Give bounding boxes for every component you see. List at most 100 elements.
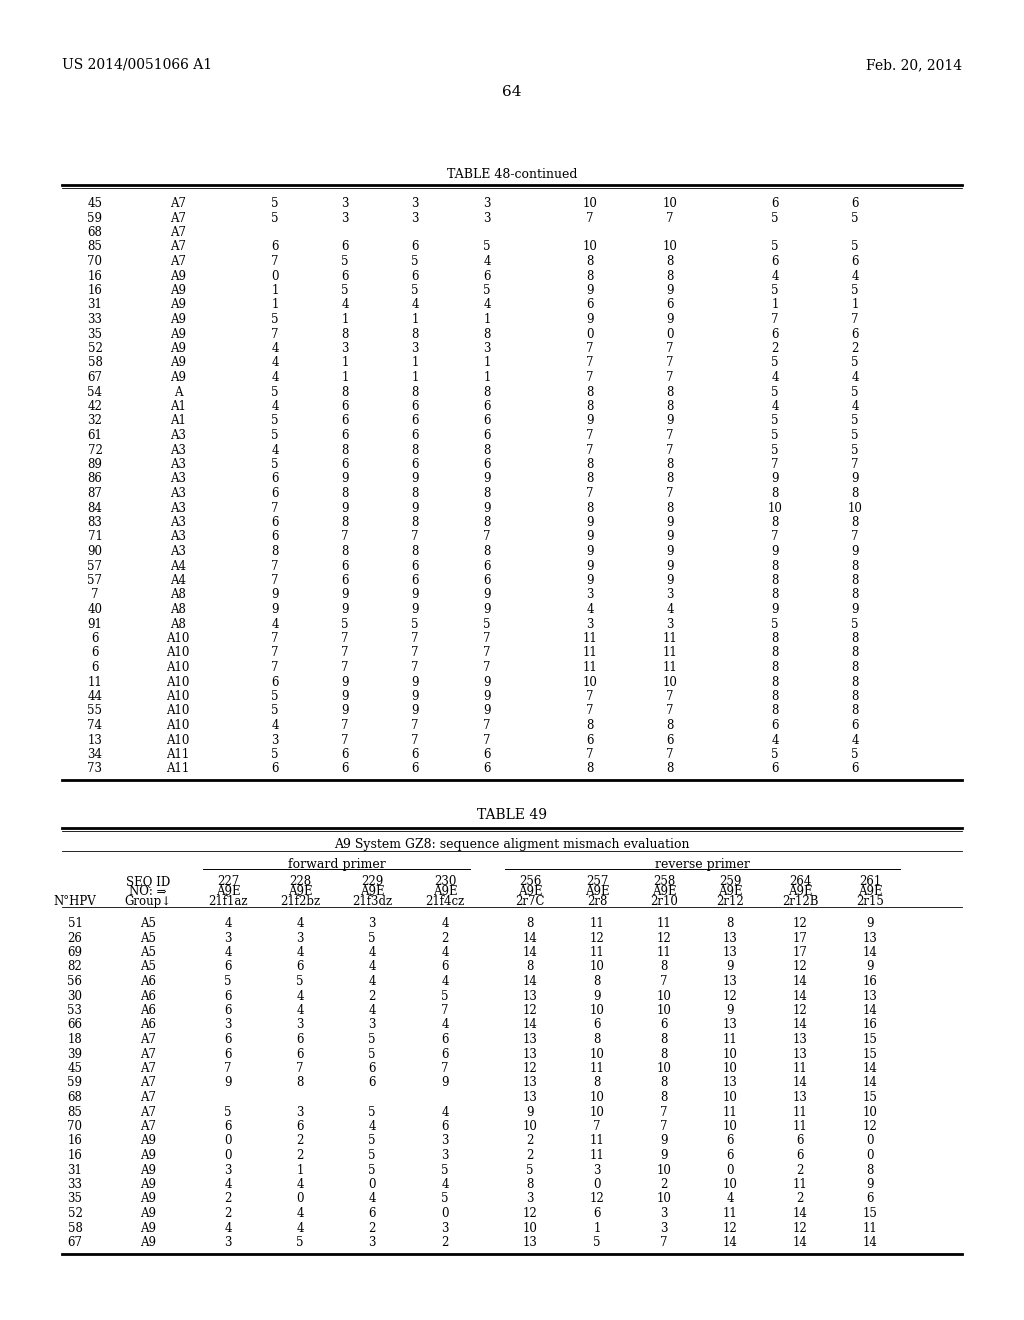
Text: 2r10: 2r10 (650, 895, 678, 908)
Text: 7: 7 (667, 429, 674, 442)
Text: 58: 58 (88, 356, 102, 370)
Text: 264: 264 (788, 875, 811, 888)
Text: 16: 16 (68, 1134, 83, 1147)
Text: 0: 0 (866, 1148, 873, 1162)
Text: 6: 6 (224, 961, 231, 974)
Text: 3: 3 (587, 589, 594, 602)
Text: 2r7C: 2r7C (515, 895, 545, 908)
Text: A9E: A9E (858, 884, 883, 898)
Text: 229: 229 (360, 875, 383, 888)
Text: 13: 13 (793, 1048, 808, 1060)
Text: 4: 4 (296, 917, 304, 931)
Text: 13: 13 (723, 1019, 737, 1031)
Text: 8: 8 (483, 516, 490, 529)
Text: A3: A3 (170, 531, 186, 544)
Text: 56: 56 (68, 975, 83, 987)
Text: A6: A6 (140, 1005, 156, 1016)
Text: A5: A5 (140, 917, 156, 931)
Text: 6: 6 (91, 632, 98, 645)
Text: 256: 256 (519, 875, 542, 888)
Text: 4: 4 (667, 603, 674, 616)
Text: A7: A7 (170, 240, 186, 253)
Text: 6: 6 (667, 298, 674, 312)
Text: 11: 11 (88, 676, 102, 689)
Text: 53: 53 (68, 1005, 83, 1016)
Text: 13: 13 (522, 1077, 538, 1089)
Text: 33: 33 (87, 313, 102, 326)
Text: 4: 4 (726, 1192, 734, 1205)
Text: 6: 6 (441, 1119, 449, 1133)
Text: 12: 12 (723, 990, 737, 1002)
Text: 16: 16 (88, 269, 102, 282)
Text: 7: 7 (271, 255, 279, 268)
Text: 51: 51 (68, 917, 83, 931)
Text: 9: 9 (341, 473, 349, 486)
Text: A9: A9 (140, 1192, 156, 1205)
Text: 6: 6 (851, 197, 859, 210)
Text: 8: 8 (771, 647, 778, 660)
Text: 3: 3 (412, 342, 419, 355)
Text: 7: 7 (271, 327, 279, 341)
Text: 35: 35 (87, 327, 102, 341)
Text: 7: 7 (341, 632, 349, 645)
Text: 7: 7 (483, 719, 490, 733)
Text: A11: A11 (166, 763, 189, 776)
Text: 70: 70 (87, 255, 102, 268)
Text: 8: 8 (851, 647, 859, 660)
Text: 7: 7 (483, 647, 490, 660)
Text: 6: 6 (412, 748, 419, 762)
Text: 10: 10 (723, 1063, 737, 1074)
Text: 7: 7 (412, 632, 419, 645)
Text: 3: 3 (660, 1221, 668, 1234)
Text: 8: 8 (587, 719, 594, 733)
Text: 6: 6 (587, 298, 594, 312)
Text: 10: 10 (583, 240, 597, 253)
Text: 7: 7 (271, 574, 279, 587)
Text: 258: 258 (653, 875, 675, 888)
Text: 9: 9 (483, 603, 490, 616)
Text: 6: 6 (296, 1034, 304, 1045)
Text: 12: 12 (862, 1119, 878, 1133)
Text: 4: 4 (369, 946, 376, 960)
Text: 8: 8 (851, 632, 859, 645)
Text: 8: 8 (851, 676, 859, 689)
Text: 11: 11 (590, 1134, 604, 1147)
Text: 8: 8 (483, 487, 490, 500)
Text: 5: 5 (271, 458, 279, 471)
Text: 7: 7 (412, 661, 419, 675)
Text: A7: A7 (140, 1048, 156, 1060)
Text: 6: 6 (341, 414, 349, 428)
Text: A6: A6 (140, 975, 156, 987)
Text: 8: 8 (771, 487, 778, 500)
Text: 9: 9 (271, 589, 279, 602)
Text: 6: 6 (224, 1119, 231, 1133)
Text: 6: 6 (726, 1148, 734, 1162)
Text: 6: 6 (271, 531, 279, 544)
Text: 9: 9 (587, 414, 594, 428)
Text: 13: 13 (862, 932, 878, 945)
Text: 7: 7 (667, 356, 674, 370)
Text: 7: 7 (587, 429, 594, 442)
Text: 10: 10 (522, 1119, 538, 1133)
Text: 8: 8 (660, 961, 668, 974)
Text: A9 System GZ8: sequence aligment mismach evaluation: A9 System GZ8: sequence aligment mismach… (334, 838, 690, 851)
Text: 8: 8 (667, 763, 674, 776)
Text: 8: 8 (412, 487, 419, 500)
Text: 9: 9 (587, 516, 594, 529)
Text: 9: 9 (771, 603, 778, 616)
Text: 1: 1 (771, 298, 778, 312)
Text: 55: 55 (87, 705, 102, 718)
Text: 5: 5 (341, 618, 349, 631)
Text: 12: 12 (590, 1192, 604, 1205)
Text: 8: 8 (771, 589, 778, 602)
Text: 13: 13 (522, 1048, 538, 1060)
Text: A9: A9 (170, 269, 186, 282)
Text: 3: 3 (224, 1163, 231, 1176)
Text: A7: A7 (140, 1119, 156, 1133)
Text: 9: 9 (587, 313, 594, 326)
Text: A8: A8 (170, 589, 186, 602)
Text: 14: 14 (793, 1236, 808, 1249)
Text: 42: 42 (88, 400, 102, 413)
Text: 10: 10 (723, 1177, 737, 1191)
Text: 0: 0 (224, 1148, 231, 1162)
